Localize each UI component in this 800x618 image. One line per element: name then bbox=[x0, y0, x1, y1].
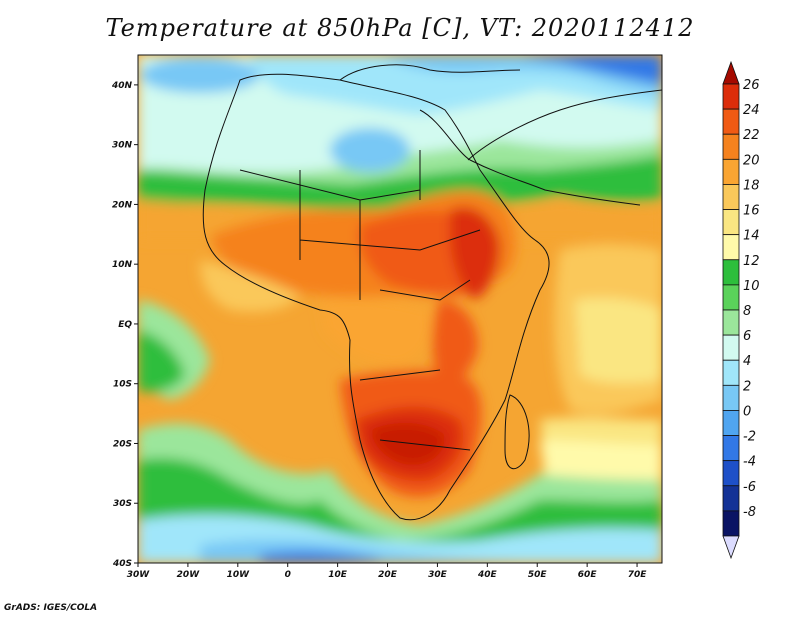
colorbar-swatch bbox=[722, 108, 740, 135]
colorbar-label: 2 bbox=[743, 379, 751, 394]
lon-tick-label: 30E bbox=[428, 570, 448, 580]
colorbar-label: 12 bbox=[743, 254, 760, 269]
longitude-axis: 30W 20W 10W 0 10E 20E 30E 40E 50E 60E 70E bbox=[127, 563, 647, 580]
latitude-axis: 40N 30N 20N 10N EQ 10S 20S 30S 40S bbox=[111, 81, 138, 569]
colorbar-label: 22 bbox=[743, 128, 760, 143]
lon-tick-label: 0 bbox=[285, 570, 291, 580]
colorbar-label: 26 bbox=[743, 78, 760, 93]
colorbar-label: 16 bbox=[743, 204, 760, 219]
colorbar-label: -4 bbox=[743, 455, 756, 470]
lon-tick-label: 60E bbox=[578, 570, 598, 580]
lon-tick-label: 70E bbox=[628, 570, 648, 580]
colorbar-swatch bbox=[722, 133, 740, 160]
colorbar-label: 8 bbox=[743, 304, 751, 319]
coastlines bbox=[202, 64, 662, 521]
colorbar-swatch bbox=[722, 158, 740, 185]
colorbar-label: 24 bbox=[743, 103, 760, 118]
lat-tick-label: 10S bbox=[113, 380, 132, 390]
colorbar-swatch bbox=[722, 83, 740, 110]
colorbar-bottom-triangle bbox=[722, 535, 740, 560]
colorbar-swatch bbox=[722, 234, 740, 261]
colorbar-label: 18 bbox=[743, 178, 760, 193]
colorbar-swatch bbox=[722, 485, 740, 512]
lon-tick-label: 20E bbox=[378, 570, 398, 580]
colorbar-top-triangle bbox=[722, 60, 740, 85]
colorbar-label: 20 bbox=[743, 153, 760, 168]
map-title: Temperature at 850hPa [C], VT: 202011241… bbox=[105, 14, 695, 42]
lat-tick-label: 30N bbox=[112, 141, 133, 151]
lat-tick-label: 40S bbox=[112, 559, 132, 569]
colorbar-swatch bbox=[722, 309, 740, 336]
colorbar-label: 14 bbox=[743, 229, 760, 244]
colorbar-label: -2 bbox=[743, 430, 756, 445]
colorbar-swatch bbox=[722, 209, 740, 236]
colorbar-label: 0 bbox=[743, 404, 751, 419]
colorbar-swatch bbox=[722, 384, 740, 411]
lon-tick-label: 10W bbox=[227, 570, 251, 580]
lon-tick-label: 10E bbox=[328, 570, 348, 580]
colorbar-swatch bbox=[722, 510, 740, 537]
lat-tick-label: 30S bbox=[113, 499, 132, 509]
lat-tick-label: 20N bbox=[112, 200, 133, 210]
colorbar-swatch bbox=[722, 334, 740, 361]
colorbar-swatch bbox=[722, 359, 740, 386]
colorbar-label: -6 bbox=[743, 480, 756, 495]
lat-tick-label: 10N bbox=[112, 260, 133, 270]
colorbar-label: 4 bbox=[743, 354, 751, 369]
lat-tick-label: 40N bbox=[111, 81, 133, 91]
colorbar-swatch bbox=[722, 184, 740, 210]
lon-tick-label: 30W bbox=[127, 570, 151, 580]
lon-tick-label: 50E bbox=[528, 570, 548, 580]
temperature-field bbox=[138, 55, 662, 563]
colorbar-swatch bbox=[722, 435, 740, 462]
colorbar-swatch bbox=[722, 410, 740, 436]
lon-tick-label: 40E bbox=[477, 570, 498, 580]
colorbar-swatch bbox=[722, 259, 740, 286]
lat-tick-label: 20S bbox=[113, 439, 132, 449]
plot-frame bbox=[137, 54, 663, 564]
lat-tick-label: EQ bbox=[118, 320, 132, 330]
colorbar-swatch bbox=[722, 284, 740, 311]
colorbar-label: -8 bbox=[743, 505, 756, 520]
colorbar-label: 6 bbox=[743, 329, 751, 344]
lon-tick-label: 20W bbox=[177, 570, 201, 580]
colorbar-label: 10 bbox=[743, 279, 760, 294]
grads-credit: GrADS: IGES/COLA bbox=[4, 603, 98, 613]
colorbar-swatch bbox=[722, 460, 740, 487]
